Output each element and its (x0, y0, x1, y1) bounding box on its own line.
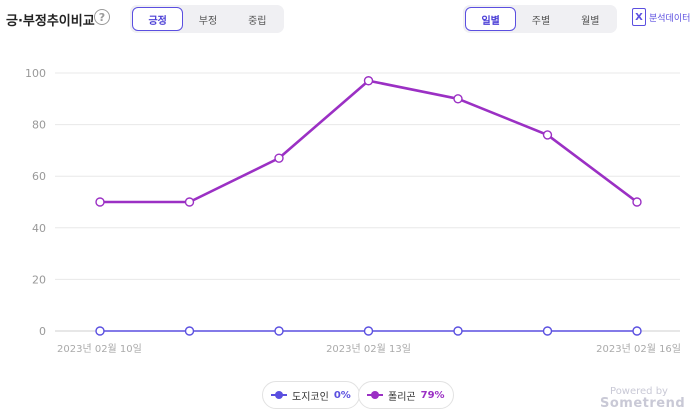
data-point (542, 130, 553, 140)
data-point (542, 326, 553, 336)
data-point (274, 153, 284, 163)
data-point (95, 197, 105, 207)
legend-value: 0% (333, 389, 351, 401)
period-toggle: 일별 주별 월별 (463, 5, 617, 33)
legend-marker-icon (367, 391, 383, 399)
help-icon[interactable]: ? (94, 9, 110, 25)
y-tick-label: 60 (32, 170, 46, 183)
powered-by-text: Powered by (610, 386, 668, 397)
tab-negative[interactable]: 부정 (198, 15, 218, 27)
excel-icon: X (632, 8, 646, 26)
legend-marker-icon (271, 391, 287, 399)
data-point (632, 326, 642, 336)
export-data-button[interactable]: X 분석데이터 (632, 8, 690, 26)
legend-item-dogecoin[interactable]: 도지코인 0% (262, 381, 360, 409)
legend-value: 79% (420, 389, 445, 401)
x-tick-label: 2023년 02월 16일 (596, 343, 681, 355)
powered-by-logo: Powered by Sometrend (600, 386, 686, 411)
y-tick-label: 20 (32, 273, 46, 286)
tab-monthly[interactable]: 월별 (581, 15, 600, 27)
tab-neutral[interactable]: 중립 (248, 15, 267, 27)
y-tick-label: 80 (32, 119, 46, 132)
data-point (453, 94, 463, 104)
series-line (100, 79, 638, 204)
tab-daily[interactable]: 일별 (465, 7, 517, 31)
y-tick-label: 40 (32, 222, 46, 235)
sentiment-toggle: 긍정 부정 중립 (130, 5, 284, 33)
y-tick-label: 0 (39, 325, 46, 338)
data-point (453, 326, 463, 336)
data-point (363, 76, 374, 86)
data-point (95, 326, 105, 336)
data-point (184, 326, 195, 336)
page-title: 긍·부정추이비교 (6, 14, 95, 29)
data-point (632, 197, 642, 207)
brand-logo: Sometrend (600, 396, 686, 411)
tab-positive[interactable]: 긍정 (132, 7, 184, 31)
tab-weekly[interactable]: 주별 (531, 15, 551, 27)
legend-name: 도지코인 (292, 391, 329, 403)
data-point (363, 326, 374, 336)
x-tick-label: 2023년 02월 13일 (326, 343, 411, 355)
legend-item-polygon[interactable]: 폴리곤 79% (358, 381, 454, 409)
data-point (274, 326, 284, 336)
trend-chart: 0 20 40 60 80 100 2023년 02월 10일 2023년 02월 13일 20… (25, 67, 681, 355)
x-tick-label: 2023년 02월 10일 (57, 343, 142, 355)
data-point (184, 197, 195, 207)
y-tick-label: 100 (25, 67, 46, 80)
legend-name: 폴리곤 (388, 391, 416, 403)
export-data-label: 분석데이터 (649, 13, 691, 24)
